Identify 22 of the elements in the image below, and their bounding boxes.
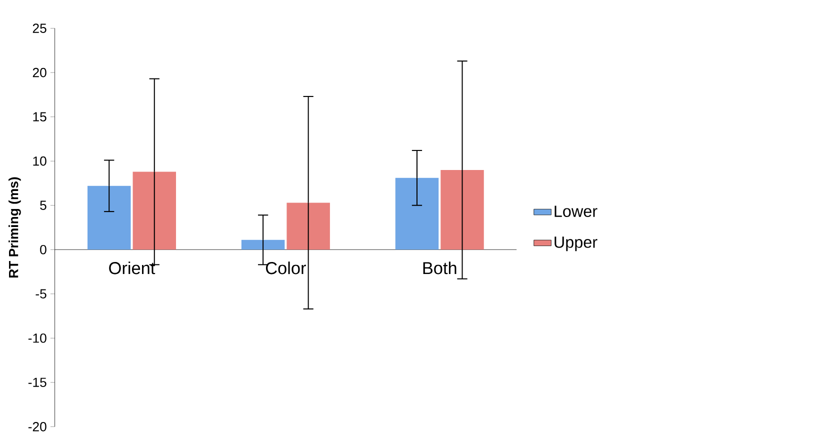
y-tick-label: 5 — [40, 200, 46, 210]
x-tick-label: Both — [423, 262, 456, 274]
y-tick-label: -10 — [28, 333, 46, 343]
y-tick-label: 20 — [32, 68, 46, 78]
bar — [132, 172, 176, 250]
x-tick-label: Color — [266, 262, 306, 274]
y-tick-label: -20 — [28, 422, 46, 432]
bar — [440, 170, 484, 250]
bar — [395, 178, 439, 250]
y-axis-title: RT Priming (ms) — [8, 177, 21, 278]
y-tick-label: 0 — [40, 244, 46, 254]
y-tick-label: 25 — [32, 24, 46, 33]
y-tick-label: 10 — [33, 156, 46, 166]
y-tick-label: -15 — [28, 378, 46, 388]
legend-label: Upper — [554, 236, 598, 252]
y-tick-label: 15 — [33, 112, 46, 122]
bar — [241, 240, 285, 250]
x-tick-label: Orient — [109, 262, 156, 274]
legend-label: Lower — [554, 206, 598, 218]
y-tick-label: -5 — [36, 289, 46, 298]
bar — [87, 186, 131, 250]
bar — [286, 202, 330, 250]
